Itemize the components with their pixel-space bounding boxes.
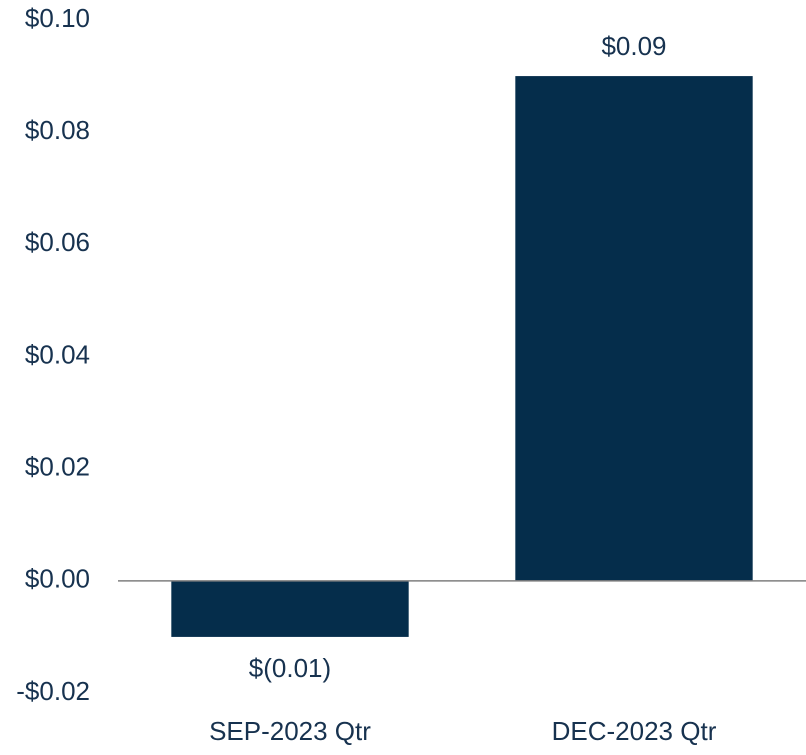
y-tick-label: $0.00	[25, 564, 90, 594]
x-tick-label: SEP-2023 Qtr	[209, 716, 371, 746]
bar	[515, 76, 753, 581]
y-tick-label: $0.02	[25, 452, 90, 482]
y-tick-label: $0.04	[25, 339, 90, 369]
data-label: $(0.01)	[249, 653, 331, 683]
y-tick-label: $0.08	[25, 115, 90, 145]
y-tick-label: $0.06	[25, 227, 90, 257]
y-tick-label: -$0.02	[16, 676, 90, 706]
x-tick-label: DEC-2023 Qtr	[552, 716, 717, 746]
data-label: $0.09	[601, 31, 666, 61]
y-tick-label: $0.10	[25, 3, 90, 33]
bar	[171, 580, 409, 637]
